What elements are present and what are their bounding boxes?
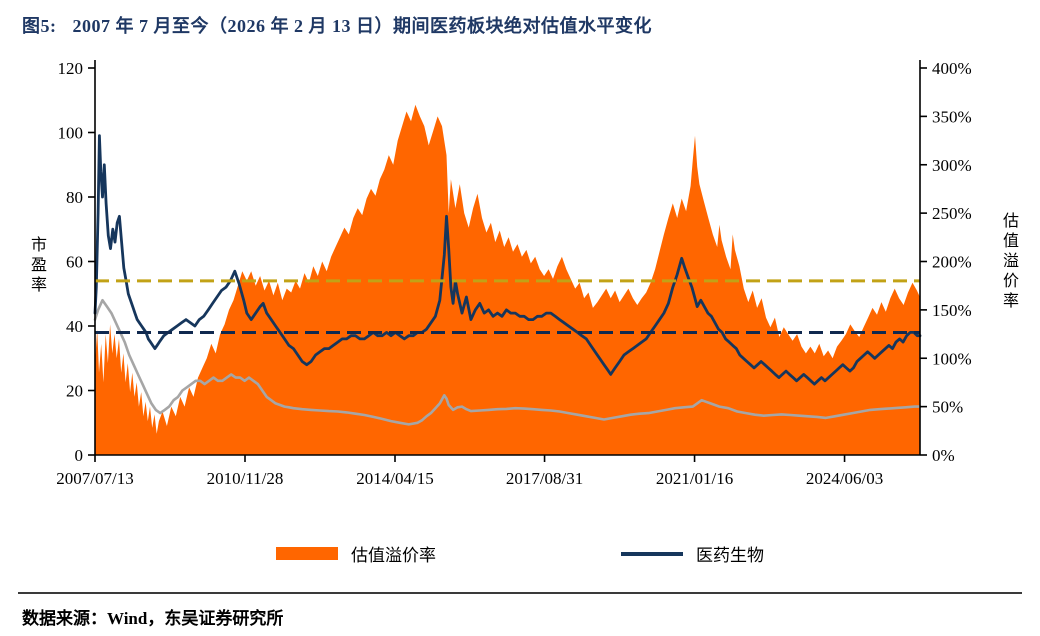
left-axis-tick-label: 100 — [58, 124, 84, 143]
figure-label: 图5: — [22, 16, 57, 36]
left-axis-tick-label: 120 — [58, 59, 84, 78]
right-axis-tick-label: 200% — [932, 253, 972, 272]
premium-area-swatch — [276, 547, 338, 560]
left-axis-tick-label: 40 — [66, 317, 83, 336]
left-axis-tick-label: 60 — [66, 253, 83, 272]
pharma-line-swatch — [621, 551, 683, 556]
x-axis-tick-label: 2024/06/03 — [806, 469, 883, 488]
chart-legend: 估值溢价率 医药生物 — [0, 541, 1040, 566]
x-axis-tick-label: 2010/11/28 — [207, 469, 284, 488]
right-axis-tick-label: 400% — [932, 59, 972, 78]
legend-label-premium: 估值溢价率 — [351, 546, 436, 565]
legend-item-pharma: 医药生物 — [621, 541, 764, 566]
footer-divider — [18, 592, 1022, 594]
x-axis-tick-label: 2021/01/16 — [656, 469, 733, 488]
right-axis-title: 估值溢价率 — [1000, 212, 1017, 312]
right-axis-tick-label: 250% — [932, 204, 972, 223]
right-axis-tick-label: 50% — [932, 398, 963, 417]
series-pharma-pe-line — [93, 134, 922, 386]
right-axis-tick-label: 350% — [932, 107, 972, 126]
x-axis-tick-label: 2014/04/15 — [356, 469, 433, 488]
figure-title-text: 2007 年 7 月至今（2026 年 2 月 13 日）期间医药板块绝对估值水… — [72, 16, 652, 36]
left-axis-tick-label: 0 — [75, 446, 84, 465]
right-axis-tick-label: 0% — [932, 446, 955, 465]
right-axis-tick-label: 100% — [932, 349, 972, 368]
left-axis-tick-label: 80 — [66, 188, 83, 207]
x-axis-tick-label: 2007/07/13 — [56, 469, 133, 488]
left-axis-title: 市盈率 — [28, 236, 45, 296]
right-axis-tick-label: 150% — [932, 301, 972, 320]
left-axis-tick-label: 20 — [66, 382, 83, 401]
data-source-note: 数据来源：Wind，东吴证券研究所 — [22, 609, 284, 628]
figure-title: 图5: 2007 年 7 月至今（2026 年 2 月 13 日）期间医药板块绝对… — [22, 12, 652, 38]
legend-label-pharma: 医药生物 — [696, 546, 764, 565]
series-gray-line — [93, 298, 922, 426]
right-axis-tick-label: 300% — [932, 156, 972, 175]
x-axis-tick-label: 2017/08/31 — [506, 469, 583, 488]
legend-item-premium: 估值溢价率 — [276, 541, 436, 566]
valuation-chart: 0 20 40 60 80 100 120 0% 50% 100% 150% 200% 250% 300%… — [56, 59, 972, 488]
